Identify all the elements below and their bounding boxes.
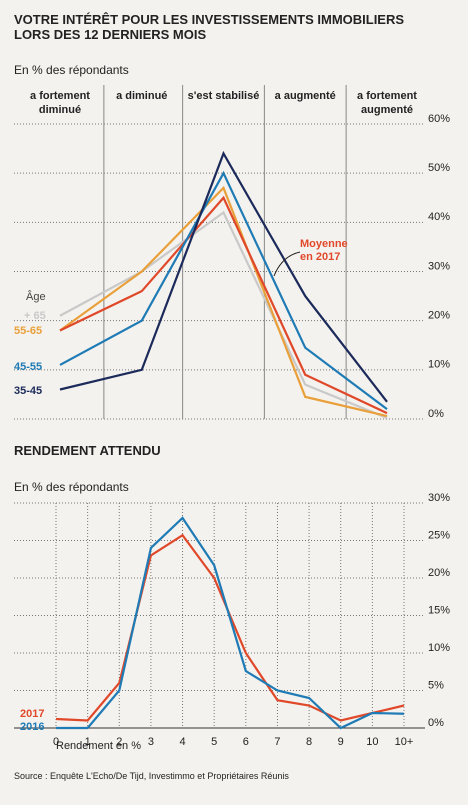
y-tick-label: 20% — [428, 567, 450, 579]
legend-label: 55-65 — [14, 325, 43, 337]
x-tick-label: 4 — [179, 736, 185, 748]
x-tick-label: 1 — [85, 736, 91, 748]
y-tick-label: 30% — [428, 492, 450, 504]
series-line — [59, 150, 388, 403]
column-header: a fortement diminué — [30, 90, 90, 116]
series-line — [55, 533, 405, 722]
x-tick-label: 10+ — [395, 736, 414, 748]
y-tick-label: 10% — [428, 642, 450, 654]
legend-label: Moyenne en 2017 — [300, 238, 348, 263]
x-tick-label: 7 — [274, 736, 280, 748]
series-line — [59, 195, 388, 415]
y-tick-label: 5% — [428, 679, 444, 691]
x-tick-label: 5 — [211, 736, 217, 748]
chart-title: RENDEMENT ATTENDU — [14, 443, 161, 458]
x-tick-label: 0 — [53, 736, 59, 748]
legend-label: 2016 — [20, 721, 45, 733]
y-tick-label: 50% — [428, 162, 450, 174]
y-tick-label: 60% — [428, 113, 450, 125]
y-tick-label: 10% — [428, 359, 450, 371]
source: Source : Enquête L'Echo/De Tijd, Investi… — [14, 771, 289, 781]
chart-title: VOTRE INTÉRÊT POUR LES INVESTISSEMENTS I… — [14, 12, 405, 42]
y-tick-label: 30% — [428, 260, 450, 272]
annotation: Âge — [26, 291, 46, 303]
series-line — [59, 185, 388, 418]
y-tick-label: 15% — [428, 604, 450, 616]
series-line — [59, 170, 388, 411]
column-header: s'est stabilisé — [187, 90, 260, 102]
x-tick-label: 2 — [116, 736, 122, 748]
legend-label: 2017 — [20, 708, 45, 720]
chart-subtitle: En % des répondants — [14, 63, 129, 77]
chart-subtitle: En % des répondants — [14, 480, 129, 494]
y-tick-label: 0% — [428, 717, 444, 729]
column-header: a fortement augmenté — [357, 90, 417, 116]
x-tick-label: 9 — [338, 736, 344, 748]
y-tick-label: 0% — [428, 408, 444, 420]
x-tick-label: 3 — [148, 736, 154, 748]
y-tick-label: 25% — [428, 529, 450, 541]
legend-label: + 65 — [24, 310, 46, 322]
x-tick-label: 6 — [243, 736, 249, 748]
legend-label: 35-45 — [14, 385, 43, 397]
column-header: a diminué — [116, 90, 168, 102]
column-header: a augmenté — [274, 90, 336, 102]
x-tick-label: 8 — [306, 736, 312, 748]
x-axis-label: Rendement en % — [56, 740, 141, 752]
y-tick-label: 20% — [428, 310, 450, 322]
series-line — [59, 210, 388, 420]
series-line — [56, 516, 405, 730]
y-tick-label: 40% — [428, 211, 450, 223]
legend-label: 45-55 — [14, 361, 43, 373]
annotation-arrow — [273, 251, 301, 277]
x-tick-label: 10 — [366, 736, 378, 748]
